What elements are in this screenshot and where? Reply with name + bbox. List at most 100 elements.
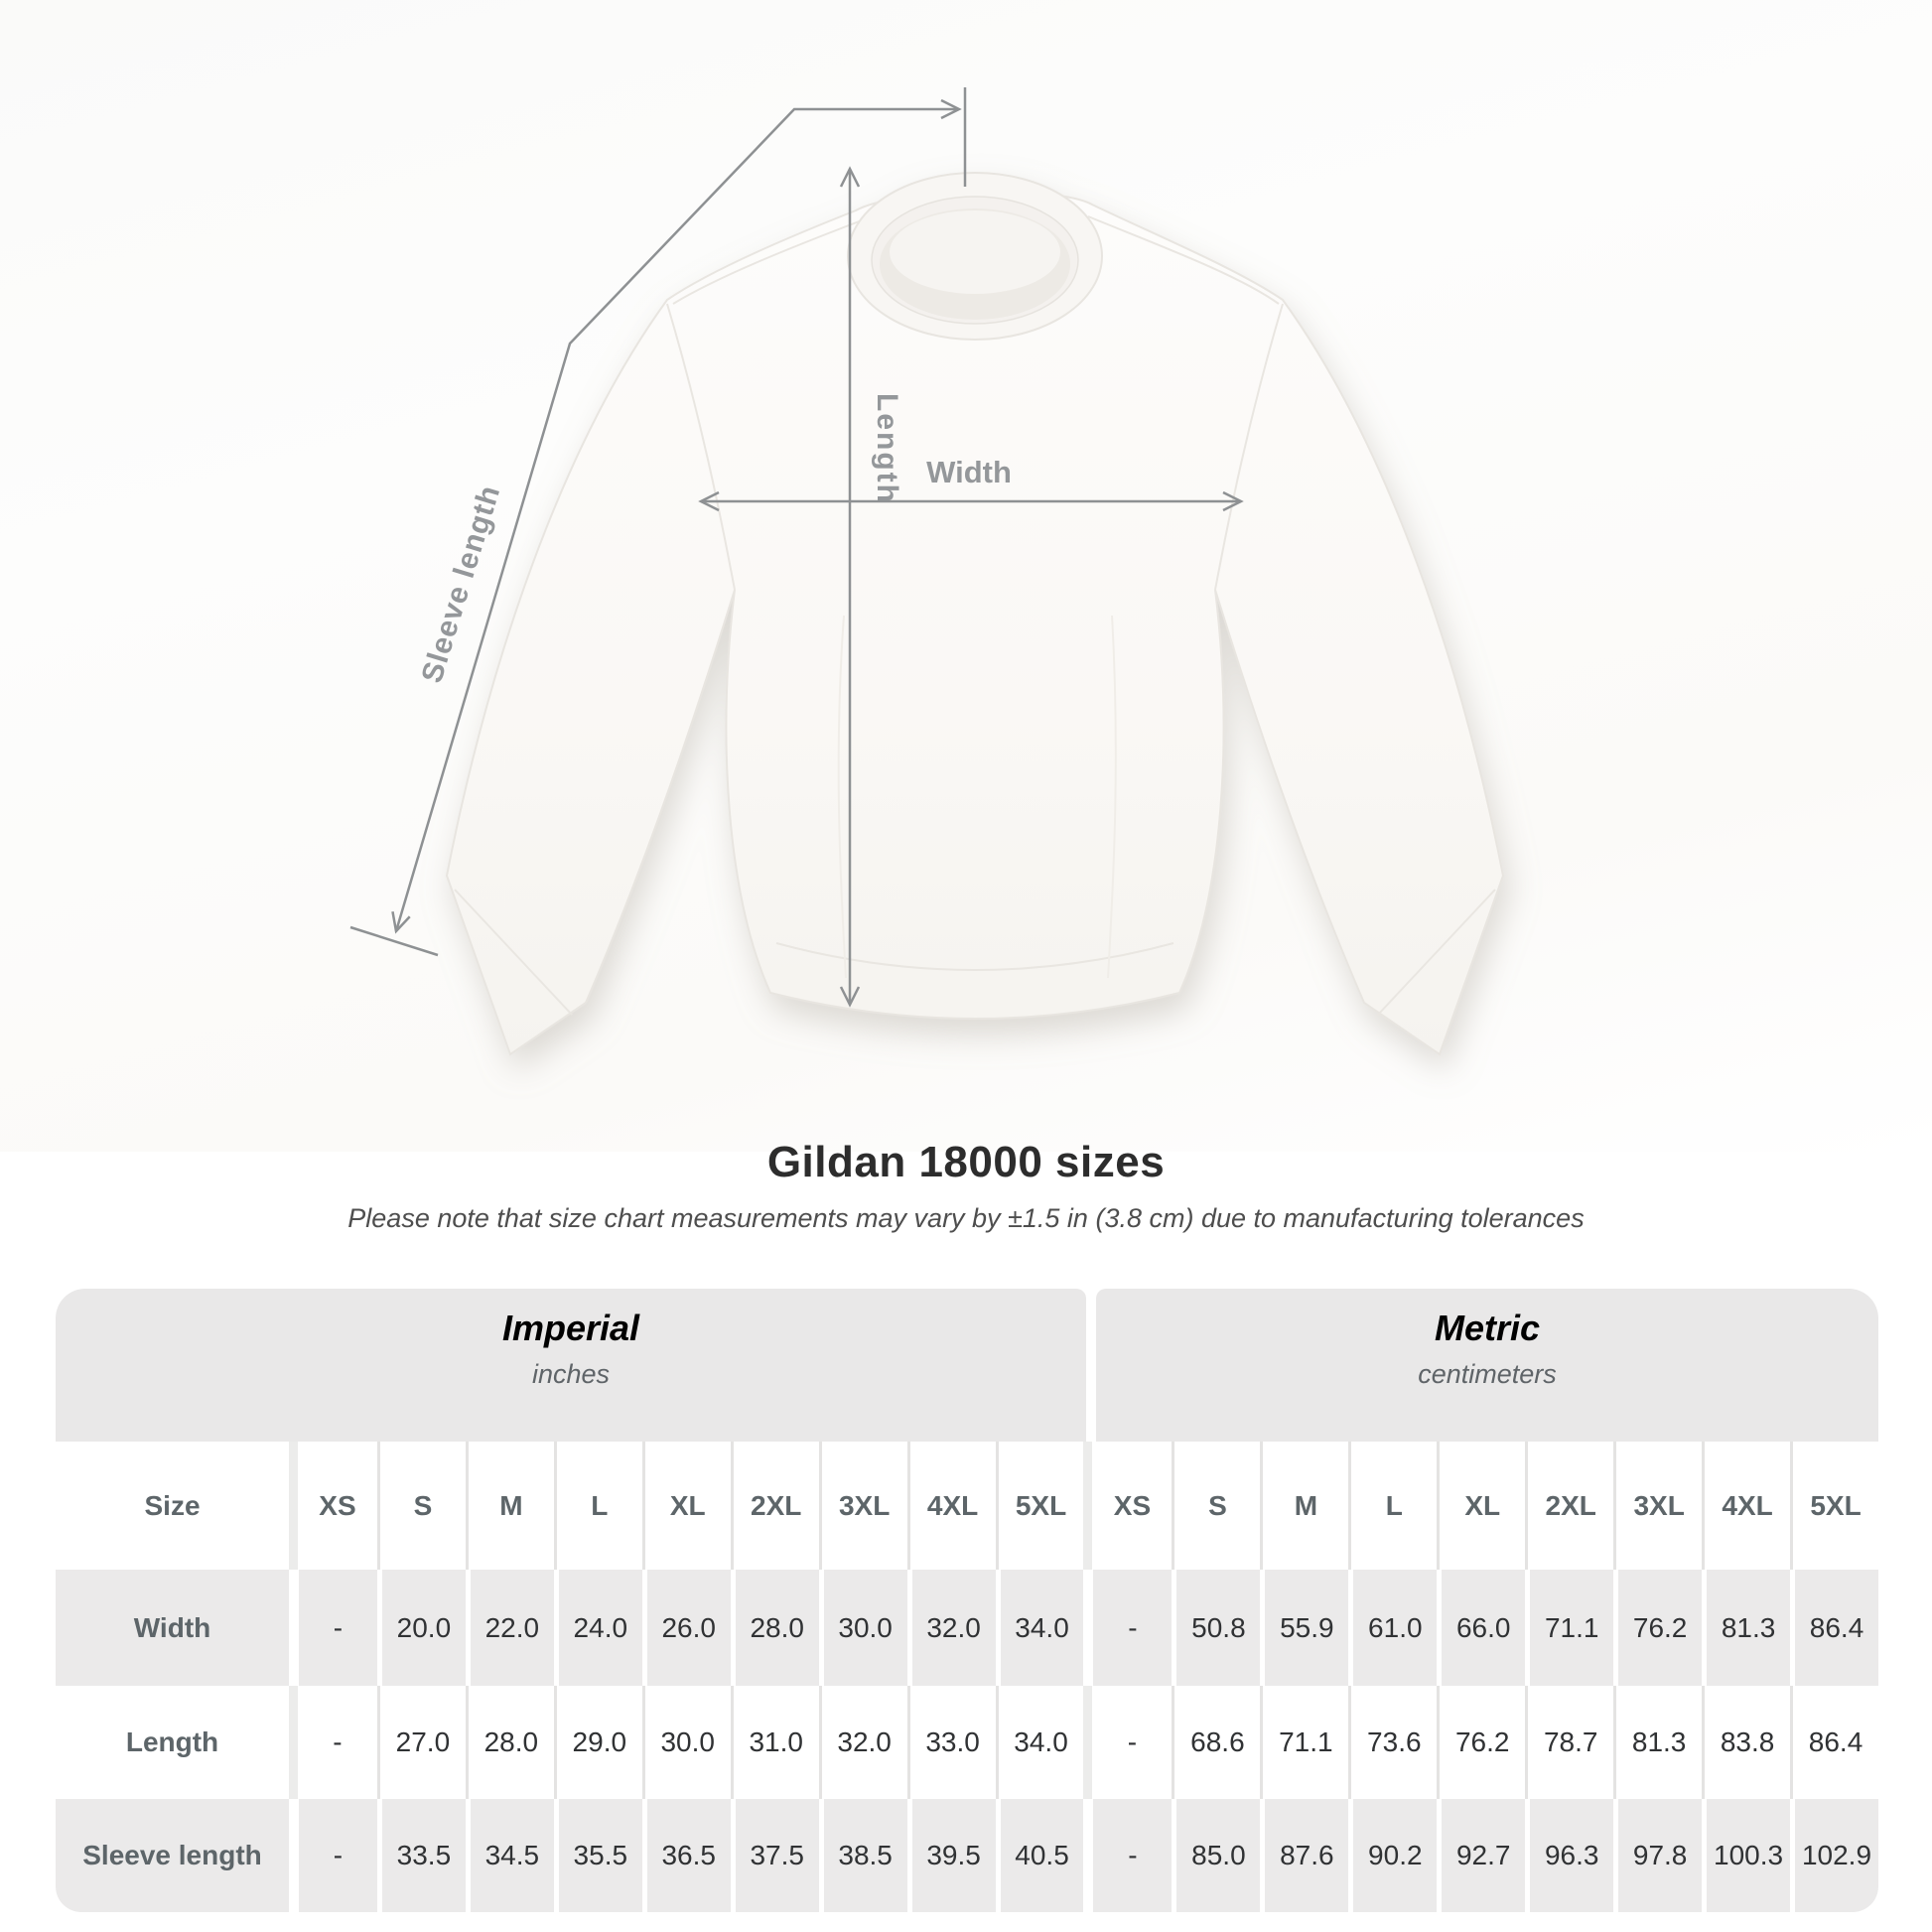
table-cell: 31.0 — [730, 1686, 819, 1799]
row-label: Sleeve length — [82, 1840, 262, 1870]
size-col-header: 4XL — [1702, 1442, 1790, 1570]
table-cell: 97.8 — [1613, 1799, 1702, 1912]
table-cell: 86.4 — [1790, 1686, 1878, 1799]
table-cell: 35.5 — [553, 1799, 642, 1912]
table-cell: - — [289, 1570, 377, 1686]
table-cell: 28.0 — [465, 1686, 554, 1799]
size-col-header: S — [376, 1442, 466, 1570]
table-cell: 24.0 — [553, 1570, 642, 1686]
metric-title: Metric — [1434, 1308, 1541, 1348]
table-cell: 78.7 — [1525, 1686, 1613, 1799]
size-col-header: 3XL — [818, 1442, 907, 1570]
table-cell: 38.5 — [818, 1799, 907, 1912]
row-label: Width — [133, 1611, 211, 1643]
table-cell: 32.0 — [818, 1686, 907, 1799]
table-cell: 28.0 — [730, 1570, 819, 1686]
size-col-header: L — [1348, 1442, 1437, 1570]
table-cell: 34.0 — [995, 1686, 1084, 1799]
table-cell: 90.2 — [1348, 1799, 1437, 1912]
product-photo: Length Width Sleeve length — [0, 0, 1932, 1152]
table-cell: - — [289, 1799, 377, 1912]
row-label: Size — [144, 1489, 201, 1521]
table-cell: 26.0 — [641, 1570, 731, 1686]
table-cell: 73.6 — [1348, 1686, 1437, 1799]
size-col-header: 2XL — [730, 1442, 819, 1570]
table-cell: 102.9 — [1790, 1799, 1878, 1912]
page-title: Gildan 18000 sizes — [766, 1138, 1166, 1186]
table-cell: 27.0 — [376, 1686, 466, 1799]
table-cell: 76.2 — [1613, 1570, 1702, 1686]
length-row: Length -27.0 28.0 29.0 30.0 31.0 32.0 33.0 34.0-… — [56, 1686, 1878, 1799]
table-cell: 71.1 — [1525, 1570, 1613, 1686]
size-col-header: M — [1260, 1442, 1348, 1570]
cuff-tick-line — [349, 925, 439, 957]
size-col-header: L — [553, 1442, 642, 1570]
table-cell: 81.3 — [1613, 1686, 1702, 1799]
table-cell: 76.2 — [1437, 1686, 1525, 1799]
sleeve-dimension-line — [391, 98, 962, 934]
unit-header-band: Imperial inches Metric centimeters — [56, 1289, 1878, 1442]
table-cell: 33.0 — [906, 1686, 996, 1799]
table-cell: 34.5 — [465, 1799, 554, 1912]
table-cell: 96.3 — [1525, 1799, 1613, 1912]
width-row: Width -20.0 22.0 24.0 26.0 28.0 30.0 32.0 34.0-5… — [56, 1570, 1878, 1686]
size-col-header: XS — [1083, 1442, 1172, 1570]
table-cell: 87.6 — [1260, 1799, 1348, 1912]
imperial-header: Imperial inches — [56, 1289, 1086, 1442]
table-cell: 83.8 — [1702, 1686, 1790, 1799]
dimension-lines — [349, 87, 1244, 1008]
table-cell: 100.3 — [1702, 1799, 1790, 1912]
imperial-title: Imperial — [501, 1308, 640, 1348]
table-cell: 71.1 — [1260, 1686, 1348, 1799]
size-col-header: XL — [641, 1442, 731, 1570]
title-block: Gildan 18000 sizes Please note that size… — [0, 1138, 1932, 1234]
table-cell: 66.0 — [1437, 1570, 1525, 1686]
table-cell: - — [1083, 1570, 1172, 1686]
size-col-header: 3XL — [1613, 1442, 1702, 1570]
size-col-header: XL — [1437, 1442, 1525, 1570]
table-cell: 61.0 — [1348, 1570, 1437, 1686]
table-cell: 34.0 — [995, 1570, 1084, 1686]
size-col-header: 5XL — [995, 1442, 1084, 1570]
table-cell: 30.0 — [818, 1570, 907, 1686]
table-cell: 68.6 — [1172, 1686, 1260, 1799]
table-cell: 92.7 — [1437, 1799, 1525, 1912]
table-cell: 86.4 — [1790, 1570, 1878, 1686]
table-cell: - — [1083, 1686, 1172, 1799]
size-table: Imperial inches Metric centimeters Size X… — [56, 1289, 1878, 1912]
sweatshirt-diagram: Length Width Sleeve length — [349, 87, 1505, 1056]
collar — [847, 172, 1103, 341]
table-cell: 81.3 — [1702, 1570, 1790, 1686]
size-col-header: XS — [289, 1442, 377, 1570]
table-cell: 32.0 — [906, 1570, 996, 1686]
table-cell: 36.5 — [641, 1799, 731, 1912]
table-cell: 55.9 — [1260, 1570, 1348, 1686]
table-cell: - — [289, 1686, 377, 1799]
metric-unit: centimeters — [1418, 1359, 1557, 1389]
row-label: Length — [125, 1726, 219, 1757]
table-cell: 37.5 — [730, 1799, 819, 1912]
tolerance-note: Please note that size chart measurements… — [347, 1203, 1585, 1233]
table-cell: - — [1083, 1799, 1172, 1912]
sleeve-length-label: Sleeve length — [416, 482, 507, 687]
table-cell: 30.0 — [641, 1686, 731, 1799]
size-col-header: 2XL — [1525, 1442, 1613, 1570]
size-col-header: M — [465, 1442, 554, 1570]
size-col-header: 4XL — [906, 1442, 996, 1570]
table-cell: 50.8 — [1172, 1570, 1260, 1686]
table-cell: 85.0 — [1172, 1799, 1260, 1912]
sleeve-length-row: Sleeve length -33.5 34.5 35.5 36.5 37.5 38.5 39… — [56, 1799, 1878, 1912]
table-cell: 33.5 — [376, 1799, 466, 1912]
size-col-header: S — [1172, 1442, 1260, 1570]
table-cell: 29.0 — [553, 1686, 642, 1799]
table-cell: 20.0 — [376, 1570, 466, 1686]
table-cell: 40.5 — [995, 1799, 1084, 1912]
width-label: Width — [926, 455, 1012, 489]
length-label: Length — [871, 393, 903, 504]
table-cell: 22.0 — [465, 1570, 554, 1686]
metric-header: Metric centimeters — [1096, 1289, 1878, 1442]
table-cell: 39.5 — [906, 1799, 996, 1912]
size-header-row: Size XS S M L XL 2XL 3XL 4XL 5XL XS S M L XL 2XL 3XL 4XL 5… — [56, 1442, 1878, 1570]
size-col-header: 5XL — [1790, 1442, 1878, 1570]
